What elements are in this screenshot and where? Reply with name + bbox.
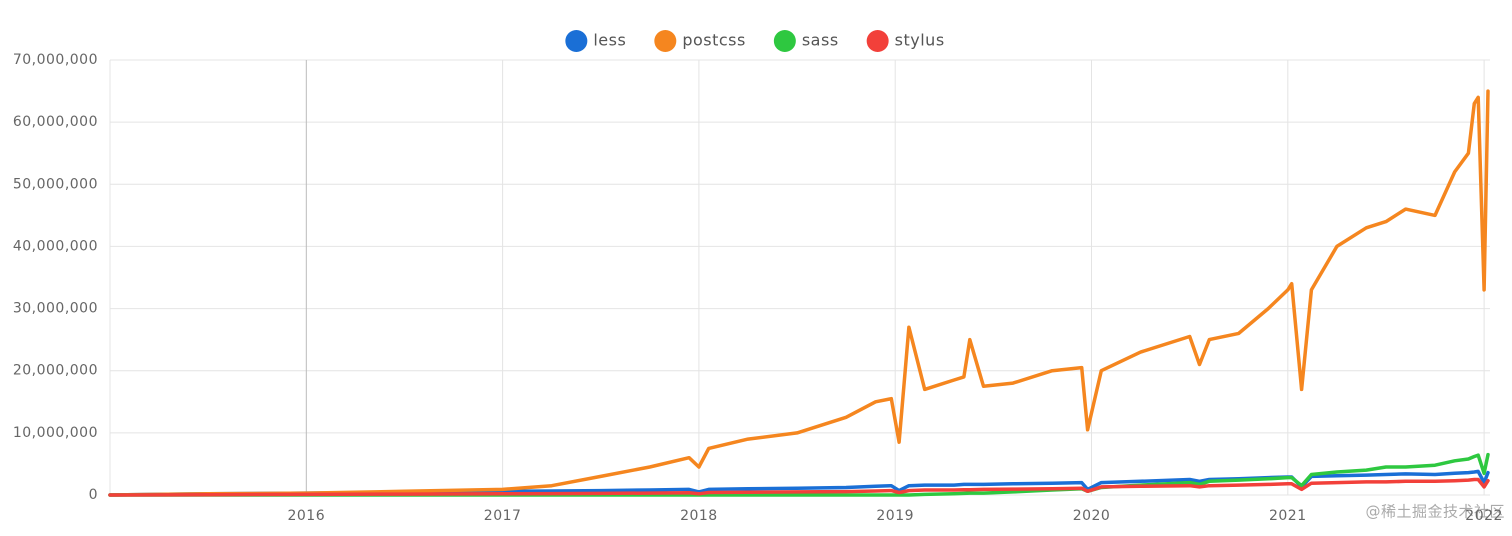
- legend-marker: [866, 30, 889, 52]
- y-tick-label: 30,000,000: [13, 301, 98, 317]
- y-tick-label: 60,000,000: [13, 114, 98, 130]
- series-line: [108, 89, 1490, 497]
- y-tick-label: 10,000,000: [13, 425, 98, 441]
- x-tick-label: 2020: [1073, 508, 1111, 524]
- x-tick-label: 2017: [484, 508, 522, 524]
- series-line: [108, 477, 1490, 497]
- legend-marker: [654, 30, 677, 52]
- watermark: @稀土掘金技术社区: [1365, 503, 1505, 521]
- x-tick-label: 2022: [1465, 508, 1503, 524]
- x-tick-label: 2016: [287, 508, 325, 524]
- x-tick-label: 2019: [876, 508, 914, 524]
- y-tick-label: 0: [89, 487, 98, 503]
- y-tick-label: 40,000,000: [13, 238, 98, 254]
- legend-marker: [565, 30, 588, 52]
- series-line: [108, 469, 1490, 497]
- legend: less postcss sass stylus: [565, 30, 944, 52]
- legend-label: less: [593, 31, 626, 50]
- legend-marker: [773, 30, 796, 52]
- legend-label: stylus: [895, 31, 945, 50]
- y-tick-label: 50,000,000: [13, 176, 98, 192]
- x-tick-label: 2021: [1269, 508, 1307, 524]
- legend-label: postcss: [682, 31, 746, 50]
- legend-label: sass: [802, 31, 839, 50]
- y-tick-label: 20,000,000: [13, 363, 98, 379]
- x-tick-label: 2018: [680, 508, 718, 524]
- y-tick-label: 70,000,000: [13, 52, 98, 68]
